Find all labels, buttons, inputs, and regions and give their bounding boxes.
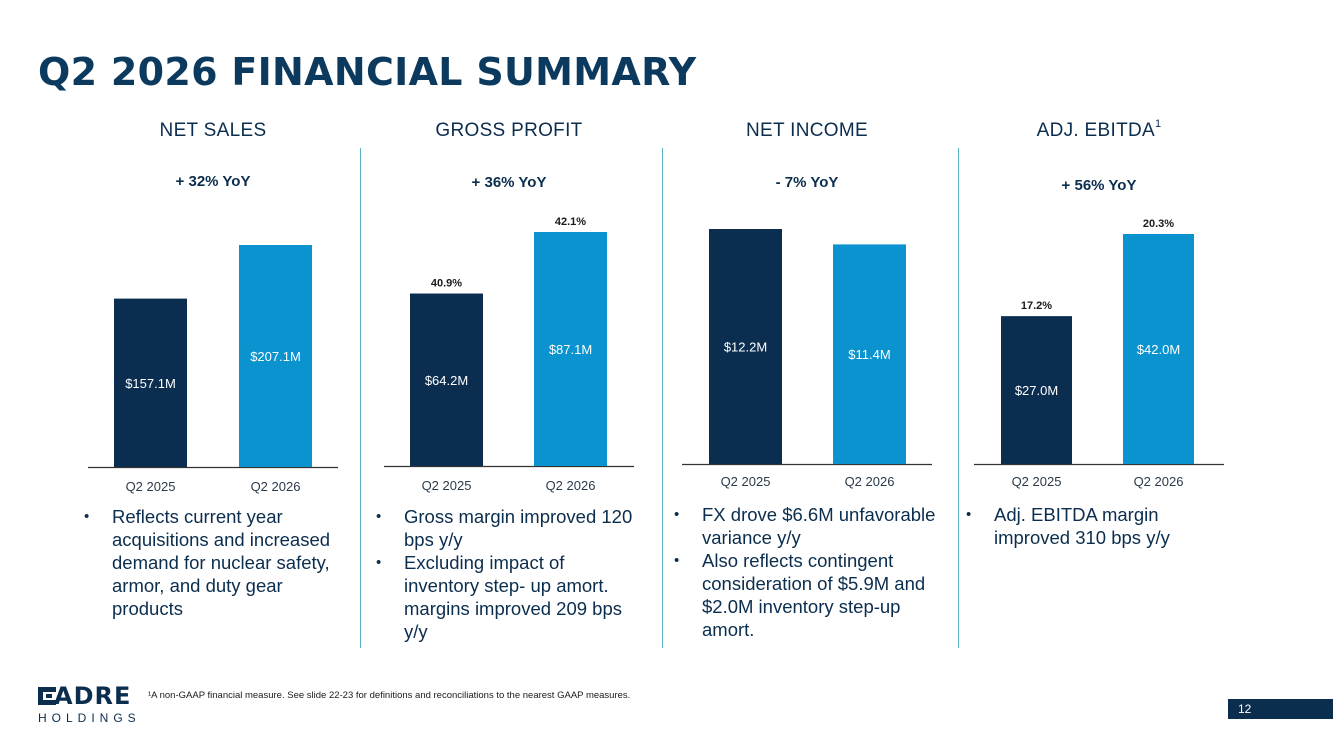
x-tick-label: Q2 2025 — [1012, 474, 1062, 489]
bullet-item: FX drove $6.6M unfavorable variance y/y — [668, 503, 938, 549]
footnote: ¹A non-GAAP financial measure. See slide… — [148, 690, 631, 701]
page-number-bar: 12 — [1228, 699, 1333, 719]
panel-title: NET SALES — [88, 120, 338, 142]
panel-net-income: NET INCOME - 7% YoY $12.2M Q2 2025 $11.4M Q… — [674, 0, 935, 660]
bar — [709, 229, 782, 464]
bar-value-label: $87.1M — [549, 342, 592, 357]
bar-chart-net-income: $12.2M Q2 2025 $11.4M Q2 2026 — [682, 229, 932, 489]
margin-label: 17.2% — [1021, 300, 1052, 312]
bullet-list: FX drove $6.6M unfavorable variance y/y … — [668, 503, 938, 641]
bar-value-label: $27.0M — [1015, 383, 1058, 398]
yoy-growth: + 36% YoY — [471, 174, 547, 191]
bar — [114, 298, 187, 467]
x-tick-label: Q2 2026 — [845, 474, 895, 489]
logo-subtitle: HOLDINGS — [38, 711, 141, 725]
bar-value-label: $157.1M — [125, 376, 176, 391]
bullet-list: Reflects current year acquisitions and i… — [78, 505, 338, 620]
x-tick-label: Q2 2025 — [126, 479, 176, 494]
x-tick-label: Q2 2026 — [251, 479, 301, 494]
bullet-list: Adj. EBITDA margin improved 310 bps y/y — [960, 503, 1230, 549]
panel-divider — [662, 148, 663, 648]
panel-divider — [360, 148, 361, 648]
bar — [239, 245, 312, 467]
x-tick-label: Q2 2025 — [721, 474, 771, 489]
bullet-list: Gross margin improved 120 bps y/y Exclud… — [370, 505, 640, 643]
panel-title: ADJ. EBITDA1 — [974, 118, 1224, 142]
panel-title-text: ADJ. EBITDA — [1036, 120, 1155, 141]
x-tick-label: Q2 2025 — [422, 478, 472, 493]
panel-title: NET INCOME — [682, 120, 932, 142]
panel-divider — [958, 148, 959, 648]
bar-value-label: $12.2M — [724, 340, 767, 355]
bar — [1123, 234, 1194, 464]
bullet-item: Adj. EBITDA margin improved 310 bps y/y — [960, 503, 1230, 549]
bar-value-label: $64.2M — [425, 373, 468, 388]
bar-value-label: $42.0M — [1137, 342, 1180, 357]
yoy-growth: - 7% YoY — [775, 174, 839, 191]
panel-title: GROSS PROFIT — [384, 120, 634, 142]
bullet-item: Also reflects contingent consideration o… — [668, 549, 938, 641]
bar — [534, 232, 607, 466]
bullet-item: Excluding impact of inventory step- up a… — [370, 551, 640, 643]
margin-label: 42.1% — [555, 216, 586, 228]
bar — [410, 293, 483, 466]
logo-mark-icon — [38, 687, 56, 705]
panel-gross-profit: GROSS PROFIT + 36% YoY $64.2M 40.9% Q2 202… — [376, 0, 634, 660]
bar — [1001, 316, 1072, 464]
bar-chart-net-sales: $157.1M Q2 2025 $207.1M Q2 2026 — [88, 245, 338, 494]
panel-title-text: NET INCOME — [746, 120, 868, 141]
yoy-growth: + 56% YoY — [1061, 177, 1137, 194]
panel-net-sales: NET SALES + 32% YoY $157.1M Q2 2025 $207.1… — [84, 0, 338, 660]
logo-wordmark: ADRE — [54, 682, 132, 710]
x-tick-label: Q2 2026 — [546, 478, 596, 493]
bar-value-label: $11.4M — [848, 347, 890, 362]
panel-title-superscript: 1 — [1154, 118, 1162, 130]
panel-title-text: GROSS PROFIT — [435, 120, 583, 141]
page-number: 12 — [1238, 702, 1252, 716]
margin-label: 20.3% — [1143, 218, 1174, 230]
bullet-item: Reflects current year acquisitions and i… — [78, 505, 338, 620]
x-tick-label: Q2 2026 — [1134, 474, 1184, 489]
page-title: Q2 2026 FINANCIAL SUMMARY — [38, 50, 697, 94]
margin-label: 40.9% — [431, 278, 462, 290]
bullet-item: Gross margin improved 120 bps y/y — [370, 505, 640, 551]
bar-value-label: $207.1M — [250, 349, 301, 364]
bar-chart-adj-ebitda: $27.0M 17.2% Q2 2025 $42.0M 20.3% Q2 2026 — [974, 218, 1224, 489]
bar — [833, 244, 906, 464]
panel-adj-ebitda: ADJ. EBITDA1 + 56% YoY $27.0M 17.2% Q2 202… — [966, 0, 1224, 660]
company-logo: ADRE HOLDINGS — [38, 683, 148, 731]
yoy-growth: + 32% YoY — [175, 173, 251, 190]
bar-chart-gross-profit: $64.2M 40.9% Q2 2025 $87.1M 42.1% Q2 2026 — [384, 216, 634, 493]
panel-title-text: NET SALES — [159, 120, 267, 141]
